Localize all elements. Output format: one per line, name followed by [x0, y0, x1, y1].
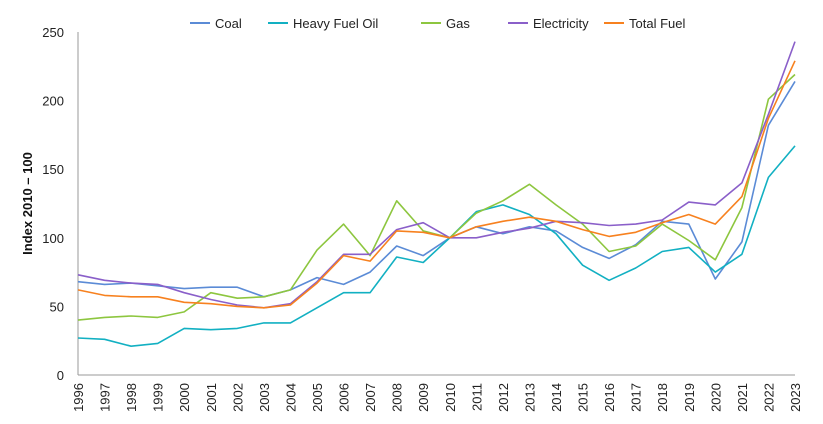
series-line-coal — [77, 80, 796, 298]
legend-label: Electricity — [533, 16, 589, 31]
x-tick-label: 2013 — [522, 383, 537, 412]
x-tick-label: 2017 — [629, 383, 644, 412]
x-tick-label: 1997 — [98, 383, 113, 412]
x-tick-label: 2000 — [177, 383, 192, 412]
y-tick-label: 0 — [57, 368, 64, 383]
x-tick-label: 1998 — [124, 383, 139, 412]
x-tick-label: 2006 — [337, 383, 352, 412]
x-tick-label: 2010 — [443, 383, 458, 412]
x-tick-label: 2023 — [788, 383, 803, 412]
legend-label: Coal — [215, 16, 242, 31]
x-tick-label: 2019 — [682, 383, 697, 412]
legend-label: Gas — [446, 16, 470, 31]
legend-label: Total Fuel — [629, 16, 685, 31]
x-tick-label: 2007 — [363, 383, 378, 412]
x-tick-label: 2001 — [204, 383, 219, 412]
x-tick-label: 2009 — [416, 383, 431, 412]
y-tick-label: 150 — [42, 162, 64, 177]
series-line-electricity — [77, 41, 796, 309]
y-tick-label: 200 — [42, 94, 64, 109]
y-tick-label: 100 — [42, 231, 64, 246]
x-tick-label: 2012 — [496, 383, 511, 412]
x-tick-label: 2014 — [549, 383, 564, 412]
y-tick-label: 50 — [50, 299, 64, 314]
y-tick-label: 250 — [42, 25, 64, 40]
x-tick-label: 2008 — [390, 383, 405, 412]
x-tick-label: 2002 — [230, 383, 245, 412]
x-tick-label: 2004 — [283, 383, 298, 412]
y-axis-label: Index 2010 – 100 — [20, 152, 35, 255]
x-tick-label: 2015 — [576, 383, 591, 412]
x-tick-label: 2021 — [735, 383, 750, 412]
x-tick-label: 2005 — [310, 383, 325, 412]
x-tick-label: 2018 — [655, 383, 670, 412]
series-line-heavy-fuel-oil — [77, 145, 796, 348]
x-tick-label: 2003 — [257, 383, 272, 412]
series-line-total-fuel — [77, 60, 796, 309]
x-tick-label: 2022 — [761, 383, 776, 412]
x-tick-label: 2011 — [469, 383, 484, 411]
x-tick-label: 2020 — [708, 383, 723, 412]
series-line-gas — [77, 73, 796, 321]
x-tick-label: 1999 — [151, 383, 166, 412]
x-tick-label: 1996 — [71, 383, 86, 412]
legend-label: Heavy Fuel Oil — [293, 16, 378, 31]
x-tick-label: 2016 — [602, 383, 617, 412]
